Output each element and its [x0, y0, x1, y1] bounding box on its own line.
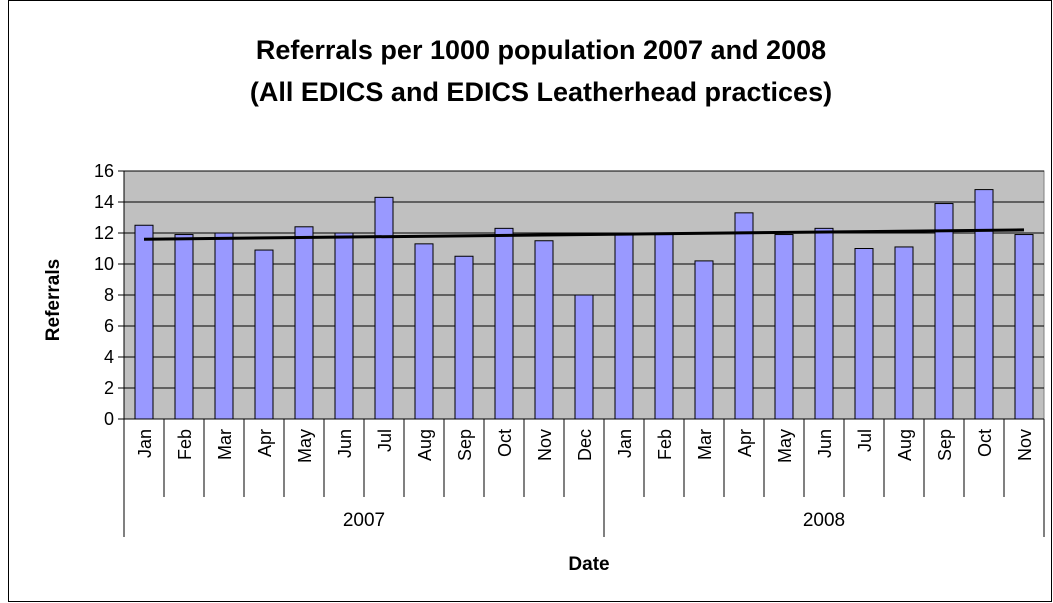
- bar: [934, 203, 954, 420]
- y-axis-title: Referrals: [43, 259, 64, 341]
- bar: [854, 248, 874, 420]
- bar: [494, 227, 514, 420]
- y-tick-label: 10: [94, 254, 114, 274]
- y-tick-label: 2: [104, 378, 114, 398]
- chart-title-line-2: (All EDICS and EDICS Leatherhead practic…: [250, 77, 832, 107]
- x-category-label: Oct: [975, 429, 995, 457]
- x-category-label: Feb: [655, 429, 675, 460]
- y-tick-label: 6: [104, 316, 114, 336]
- bar: [374, 196, 394, 420]
- bar: [734, 212, 754, 420]
- y-tick-label: 4: [104, 347, 114, 367]
- x-category-label: Jun: [815, 429, 835, 458]
- x-category-label: Mar: [695, 429, 715, 460]
- x-category-label: Feb: [175, 429, 195, 460]
- x-category-label: Jan: [615, 429, 635, 458]
- x-category-label: Sep: [455, 429, 475, 461]
- bar: [134, 224, 154, 420]
- x-category-label: Apr: [735, 429, 755, 457]
- x-group-label: 2007: [343, 510, 385, 531]
- bar: [534, 240, 554, 420]
- chart-frame: Referrals per 1000 population 2007 and 2…: [8, 0, 1052, 602]
- x-category-label: Jul: [855, 429, 875, 452]
- x-category-label: Jan: [135, 429, 155, 458]
- bar: [334, 232, 354, 420]
- bar: [614, 234, 634, 420]
- x-category-label: May: [295, 429, 315, 463]
- bar: [894, 246, 914, 420]
- y-tick-label: 0: [104, 409, 114, 429]
- bar: [574, 294, 594, 420]
- x-category-label: Sep: [935, 429, 955, 461]
- y-tick-label: 12: [94, 223, 114, 243]
- x-group-label: 2008: [803, 510, 845, 531]
- x-category-label: Jul: [375, 429, 395, 452]
- x-category-label: Apr: [255, 429, 275, 457]
- bar: [254, 249, 274, 420]
- x-category-label: Dec: [575, 429, 595, 461]
- bar: [694, 260, 714, 420]
- x-category-label: Nov: [535, 429, 555, 461]
- x-category-label: Mar: [215, 429, 235, 460]
- bar: [814, 227, 834, 420]
- bar: [214, 232, 234, 420]
- y-tick-label: 8: [104, 285, 114, 305]
- x-category-label: May: [775, 429, 795, 463]
- bar: [774, 234, 794, 420]
- bar: [174, 234, 194, 420]
- referrals-bar-chart: Referrals per 1000 population 2007 and 2…: [43, 35, 1045, 575]
- y-tick-label: 16: [94, 161, 114, 181]
- bar: [1014, 234, 1034, 420]
- bar: [414, 243, 434, 420]
- x-category-label: Nov: [1015, 429, 1035, 461]
- chart-title-line-1: Referrals per 1000 population 2007 and 2…: [256, 35, 826, 65]
- bar: [654, 234, 674, 420]
- x-category-label: Oct: [495, 429, 515, 457]
- y-tick-label: 14: [94, 192, 114, 212]
- x-category-label: Aug: [895, 429, 915, 461]
- bar: [454, 255, 474, 420]
- bar: [974, 189, 994, 420]
- trendline: [143, 228, 1025, 241]
- bar: [294, 226, 314, 420]
- x-category-label: Aug: [415, 429, 435, 461]
- x-category-label: Jun: [335, 429, 355, 458]
- x-axis-title: Date: [568, 554, 609, 575]
